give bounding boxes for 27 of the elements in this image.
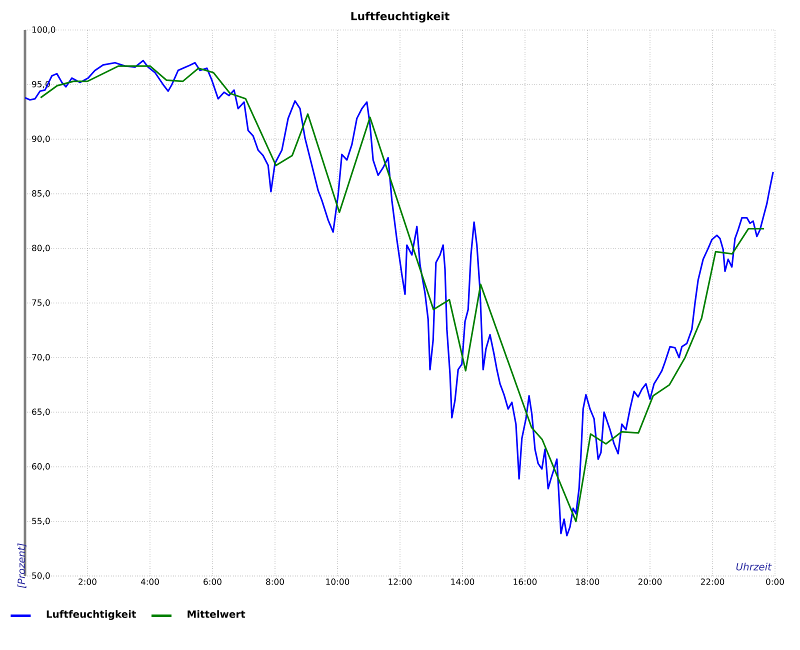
x-tick-label: 2:00 [78,578,96,585]
y-tick-label: 80,0 [32,244,50,252]
x-tick-label: 6:00 [204,578,222,585]
y-tick-label: 90,0 [32,136,50,143]
x-axis-title: Uhrzeit [736,562,772,570]
y-axis-title: [Prozent] [17,543,26,588]
x-tick-label: 18:00 [576,578,600,585]
x-tick-label: 16:00 [514,578,537,585]
y-tick-label: 85,0 [32,190,50,198]
chart-title: Luftfeuchtigkeit [351,12,450,22]
x-tick-label: 0:00 [766,578,784,585]
legend-label: Luftfeuchtigkeit [46,610,136,620]
x-tick-label: 4:00 [140,578,159,585]
y-tick-label: 50,0 [32,572,50,580]
y-tick-label: 65,0 [32,408,50,416]
y-tick-label: 75,0 [32,299,50,307]
x-tick-label: 12:00 [388,578,412,585]
x-tick-label: 22:00 [700,578,724,585]
y-tick-label: 60,0 [32,463,50,470]
x-tick-label: 14:00 [451,578,474,585]
legend-label: Mittelwert [188,610,246,618]
x-tick-label: 20:00 [638,578,662,585]
y-tick-label: 100,0 [32,26,56,34]
y-tick-label: 70,0 [32,354,50,362]
x-tick-label: 10:00 [326,578,350,585]
x-tick-label: 8:00 [266,578,284,585]
y-tick-label: 55,0 [32,518,50,526]
